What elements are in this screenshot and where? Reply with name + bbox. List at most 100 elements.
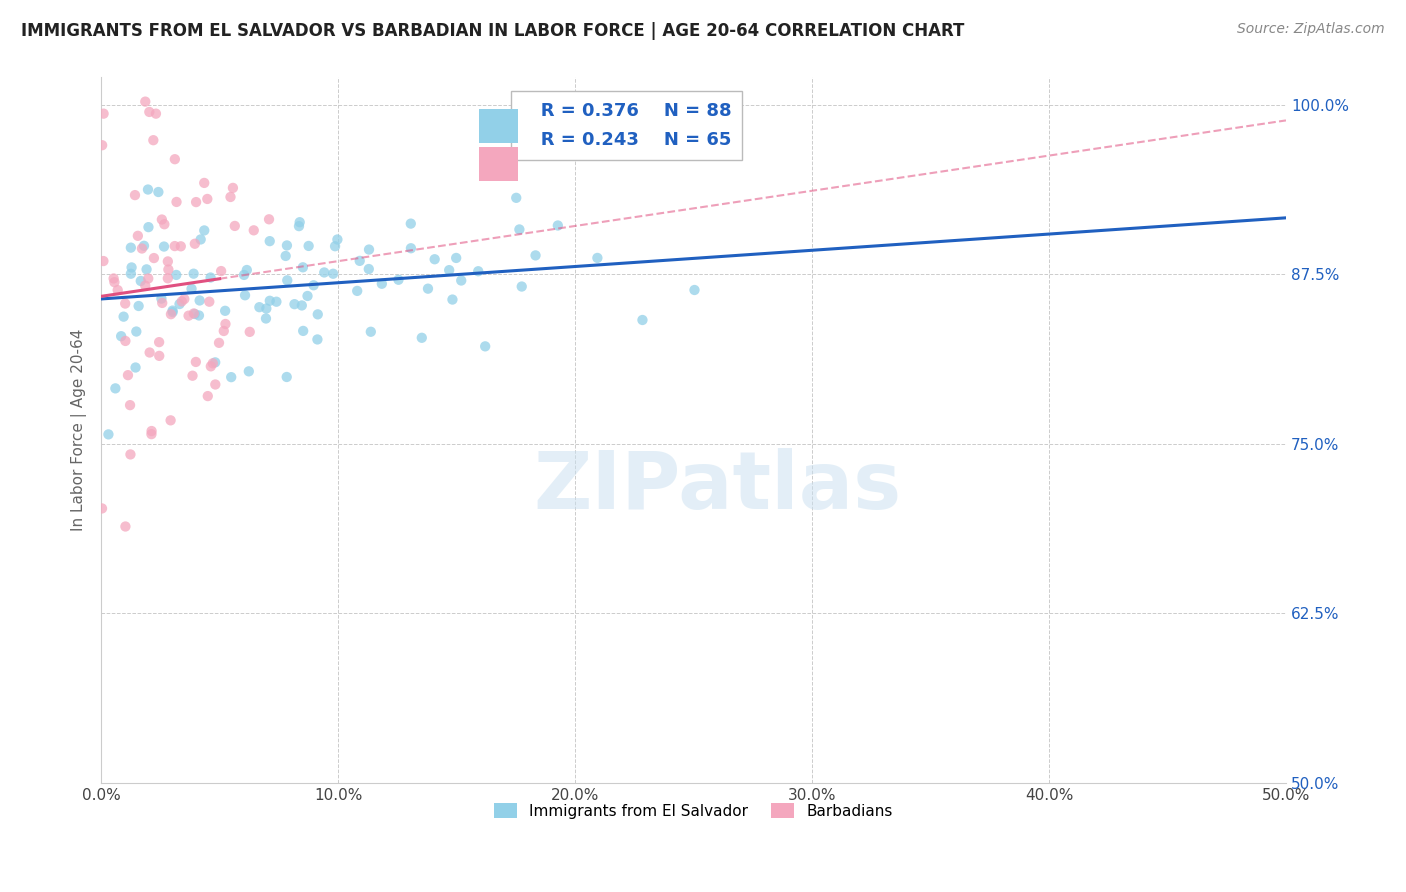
Point [124,188,146,202]
Point [298,239,321,253]
Point [683,283,706,297]
Point [184,236,207,251]
Point [157,262,180,277]
Point [127,228,149,243]
Point [197,389,219,403]
Point [195,192,218,206]
Point [307,333,329,347]
Point [145,106,167,120]
Point [399,241,422,255]
Point [110,329,132,343]
Point [169,297,191,311]
Point [283,297,305,311]
Point [128,299,150,313]
Point [508,222,530,236]
Point [586,251,609,265]
Point [236,263,259,277]
Point [156,271,179,285]
FancyBboxPatch shape [479,147,519,181]
Point [135,262,157,277]
Point [291,298,314,312]
Point [357,262,380,277]
Point [214,317,236,331]
Point [437,263,460,277]
Point [91,138,114,153]
Point [257,212,280,227]
Y-axis label: In Labor Force | Age 20-64: In Labor Force | Age 20-64 [72,329,87,532]
Point [107,283,129,297]
Point [233,268,256,282]
Point [276,370,298,384]
Point [184,307,207,321]
Point [444,251,467,265]
Point [467,264,489,278]
Point [190,232,212,246]
Point [163,239,186,253]
Point [276,273,298,287]
Point [274,249,297,263]
Point [120,241,142,255]
Point [184,355,207,369]
Point [103,271,125,285]
Point [141,427,163,442]
Point [148,349,170,363]
Point [276,238,298,252]
Point [153,217,176,231]
Point [307,307,329,321]
Point [181,368,204,383]
Point [266,294,288,309]
Point [136,182,159,196]
Point [103,275,125,289]
Point [170,294,193,309]
Point [254,311,277,326]
Point [209,264,232,278]
Point [112,310,135,324]
Point [441,293,464,307]
Point [198,294,221,309]
Point [326,232,349,246]
Point [188,293,211,308]
FancyBboxPatch shape [479,109,519,143]
Point [93,106,115,120]
Point [247,300,270,314]
Point [302,278,325,293]
Point [124,360,146,375]
Point [183,306,205,320]
Point [510,279,533,293]
Point [292,324,315,338]
Point [150,212,173,227]
Point [208,335,231,350]
Point [399,217,422,231]
Point [288,215,311,229]
Point [165,268,187,282]
Point [297,289,319,303]
Point [166,194,188,209]
Point [114,334,136,348]
Point [219,370,242,384]
Point [170,239,193,253]
Point [322,267,344,281]
Text: ZIPatlas: ZIPatlas [533,448,901,525]
Point [120,267,142,281]
Point [201,356,224,370]
Point [114,296,136,310]
Point [184,195,207,210]
Point [200,270,222,285]
Point [138,220,160,235]
Point [524,248,547,262]
Point [423,252,446,267]
Point [156,254,179,268]
Point [131,242,153,256]
Point [212,324,235,338]
Point [138,104,160,119]
Point [148,335,170,350]
Point [505,191,527,205]
Point [125,325,148,339]
Point [631,313,654,327]
Point [371,277,394,291]
Point [411,331,433,345]
Point [346,284,368,298]
Point [91,501,114,516]
Point [177,309,200,323]
Point [183,267,205,281]
